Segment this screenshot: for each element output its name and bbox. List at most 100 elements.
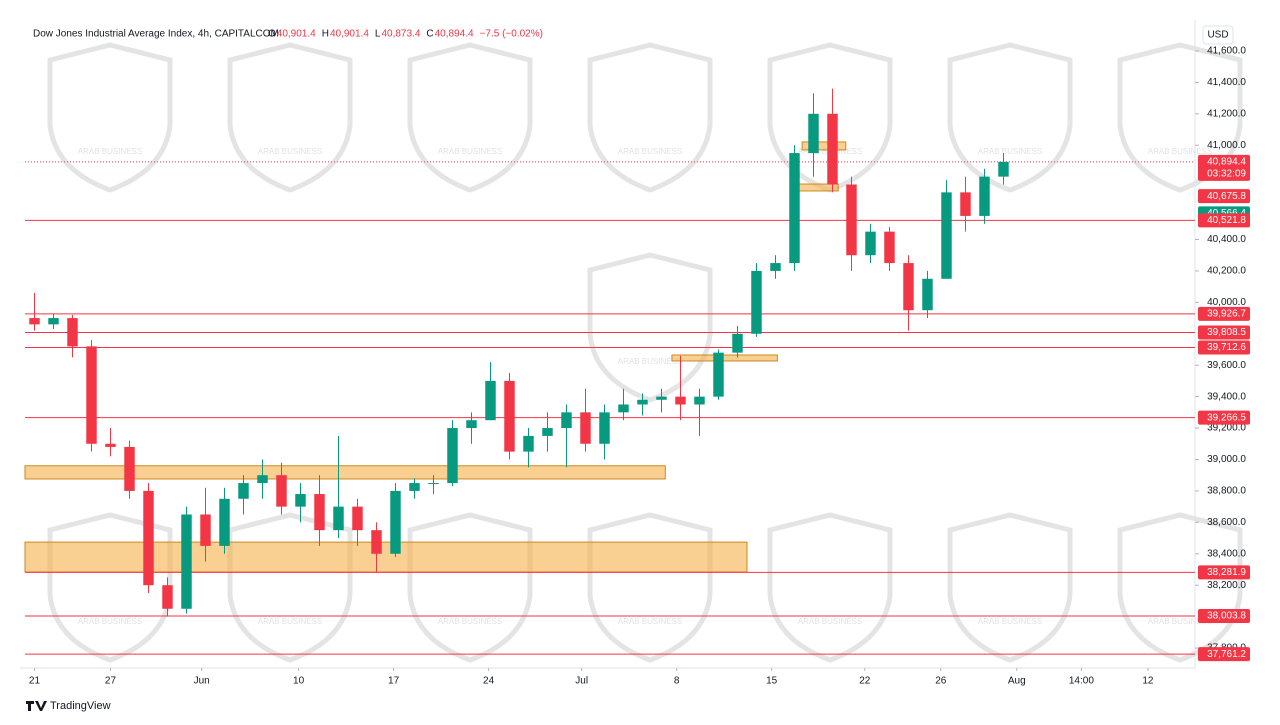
- x-tick-label: 21: [29, 676, 41, 687]
- watermark-shield: [587, 252, 713, 403]
- watermark-text: ARAB BUSINESS: [978, 617, 1042, 626]
- watermark-text: ARAB BUSINESS: [1148, 147, 1212, 156]
- y-tick-label: 40,400.0: [1207, 234, 1246, 245]
- candle-body: [67, 318, 78, 347]
- y-tick-label: 41,000.0: [1207, 140, 1246, 151]
- watermark-text: ARAB BUSINESS: [258, 617, 322, 626]
- level-label-box: [1198, 340, 1250, 355]
- ohlc-value: 40,901.4: [330, 29, 369, 40]
- y-tick-label: 38,400.0: [1207, 548, 1246, 559]
- ohlc-key: H: [322, 29, 329, 40]
- ohlc-value: 40,894.4: [435, 29, 474, 40]
- candle-body: [257, 475, 268, 484]
- zone: [24, 541, 748, 573]
- watermark-shield: [407, 512, 533, 663]
- candle-body: [352, 506, 363, 531]
- current-price-label: 40,894.4: [1207, 156, 1246, 167]
- candle-body: [637, 399, 648, 405]
- candle-body: [105, 443, 116, 447]
- watermark-shield: [587, 512, 713, 663]
- y-tick-label: 40,200.0: [1207, 266, 1246, 277]
- x-tick-label: 17: [388, 676, 400, 687]
- zone: [671, 354, 778, 362]
- ohlc-key: C: [426, 29, 433, 40]
- level-label: 40,675.8: [1207, 191, 1246, 202]
- level-label: 37,761.2: [1207, 649, 1246, 660]
- watermark-text: ARAB BUSINESS: [258, 147, 322, 156]
- watermark-text: ARAB BUSINESS: [438, 147, 502, 156]
- currency-box: [1202, 25, 1234, 45]
- watermark-text: ARAB BUSINESS: [1148, 617, 1212, 626]
- candle-body: [770, 263, 781, 271]
- candle-body: [504, 380, 515, 452]
- candle-body: [523, 435, 534, 452]
- watermark-shield: [1117, 512, 1243, 663]
- candle-body: [998, 161, 1009, 177]
- y-tick-label: 40,000.0: [1207, 297, 1246, 308]
- candle-body: [409, 483, 420, 491]
- ohlc-value: 40,901.4: [277, 29, 316, 40]
- y-tick-label: 39,200.0: [1207, 423, 1246, 434]
- candle-body: [789, 153, 800, 264]
- y-tick-label: 38,800.0: [1207, 486, 1246, 497]
- candle-body: [979, 176, 990, 216]
- level-label: 39,266.5: [1207, 412, 1246, 423]
- x-tick-label: 12: [1142, 676, 1154, 687]
- candle-body: [466, 420, 477, 429]
- ohlc-value: 40,873.4: [381, 29, 420, 40]
- candle-body: [884, 231, 895, 264]
- level-label: 38,003.8: [1207, 611, 1246, 622]
- candle-body: [371, 530, 382, 554]
- candle-body: [48, 318, 59, 325]
- watermark-shield: [47, 42, 173, 193]
- candle-body: [428, 483, 439, 485]
- watermark-text: ARAB BUSINESS: [78, 617, 142, 626]
- x-tick-label: Jul: [575, 676, 588, 687]
- y-tick-label: 39,000.0: [1207, 454, 1246, 465]
- candle-body: [181, 514, 192, 609]
- y-tick-label: 38,600.0: [1207, 517, 1246, 528]
- candles: [29, 88, 1009, 617]
- candle-body: [656, 396, 667, 400]
- change: −7.5 (−0.02%): [480, 29, 543, 40]
- candle-body: [846, 184, 857, 256]
- watermark-shield: [227, 42, 353, 193]
- candle-body: [390, 490, 401, 554]
- candle-body: [333, 506, 344, 531]
- y-tick-label: 38,200.0: [1207, 580, 1246, 591]
- y-tick-label: 41,600.0: [1207, 46, 1246, 57]
- candle-body: [827, 113, 838, 185]
- level-label: 39,712.6: [1207, 342, 1246, 353]
- brand: TradingView: [50, 700, 111, 712]
- watermark-shield: [767, 512, 893, 663]
- watermark-shield: [947, 42, 1073, 193]
- level-label-box: [1198, 647, 1250, 662]
- candle-body: [865, 231, 876, 256]
- watermark-text: ARAB BUSINESS: [618, 617, 682, 626]
- candle-body: [447, 428, 458, 484]
- x-tick-label: 27: [105, 676, 117, 687]
- watermark-text: ARAB BUSINESS: [618, 147, 682, 156]
- candle-body: [200, 514, 211, 546]
- zone: [801, 141, 847, 151]
- watermarks: ARAB BUSINESS ARAB BUSINESS ARAB BUSINESS A…: [47, 42, 1243, 663]
- level-label: 39,926.7: [1207, 309, 1246, 320]
- candle-body: [561, 412, 572, 429]
- x-tick-label: 8: [674, 676, 680, 687]
- candle-body: [732, 333, 743, 353]
- candle-body: [219, 498, 230, 546]
- watermark-text: ARAB BUSINESS: [798, 617, 862, 626]
- level-label-box: [1198, 213, 1250, 228]
- watermark-text: ARAB BUSINESS: [78, 147, 142, 156]
- candle-body: [751, 270, 762, 334]
- candle-body: [808, 113, 819, 154]
- ohlc-key: O: [268, 29, 276, 40]
- candle-body: [29, 318, 40, 325]
- y-tick-label: 39,600.0: [1207, 360, 1246, 371]
- candle-body: [599, 412, 610, 444]
- y-tick-label: 39,400.0: [1207, 391, 1246, 402]
- watermark-text: ARAB BUSINESS: [618, 357, 682, 366]
- level-label-box: [1198, 189, 1250, 204]
- zone: [795, 183, 839, 192]
- current-price-box: [1198, 154, 1250, 181]
